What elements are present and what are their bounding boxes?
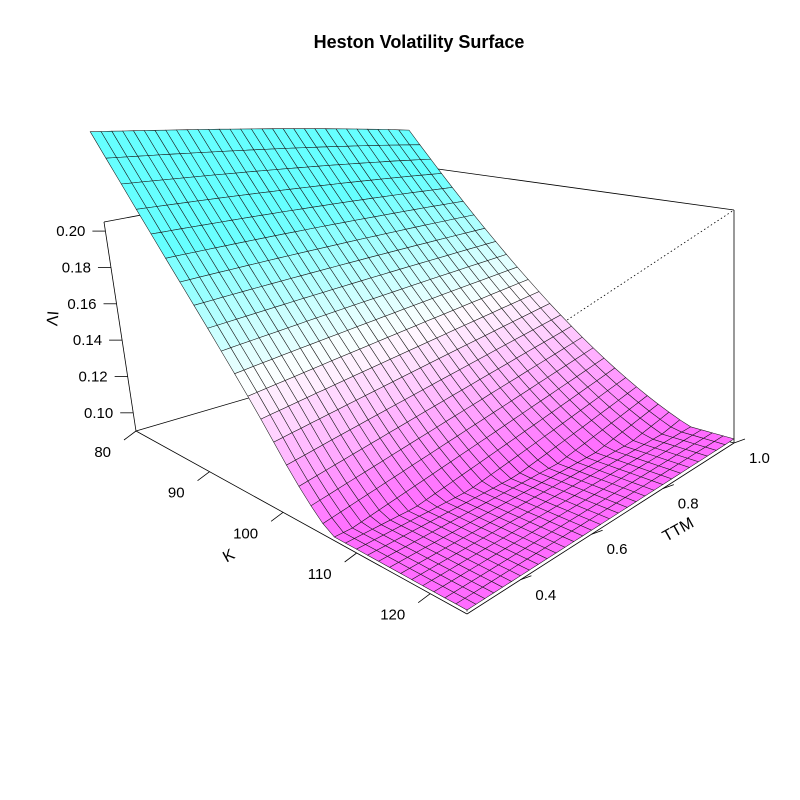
z-tick-label: 0.14 bbox=[73, 332, 102, 349]
y-tick-label: 0.8 bbox=[678, 496, 699, 513]
z-axis-title: IV bbox=[42, 310, 60, 327]
z-tick-label: 0.10 bbox=[84, 405, 113, 422]
x-tick-label: 100 bbox=[233, 525, 258, 542]
y-tick bbox=[520, 575, 532, 581]
y-tick-label: 0.6 bbox=[607, 541, 628, 558]
surface-facet bbox=[455, 597, 477, 611]
y-tick bbox=[591, 529, 603, 535]
axes: 80 90 100 110 120 0.4 0.6 0.8 1.0 0.10 0.12 0.14 0.1… bbox=[56, 223, 770, 624]
x-tick bbox=[344, 552, 357, 563]
z-tick-label: 0.18 bbox=[62, 259, 91, 276]
x-tick-label: 110 bbox=[308, 566, 332, 583]
y-tick bbox=[662, 484, 674, 489]
box-edge bbox=[135, 430, 468, 615]
z-tick-label: 0.16 bbox=[67, 296, 96, 313]
surface-mesh bbox=[89, 128, 735, 611]
y-tick bbox=[733, 438, 746, 444]
y-tick-label: 1.0 bbox=[749, 450, 770, 467]
chart-title: Heston Volatility Surface bbox=[314, 32, 525, 52]
z-tick-label: 0.12 bbox=[78, 368, 107, 385]
x-tick-label: 90 bbox=[168, 485, 185, 502]
box-edge bbox=[103, 221, 137, 432]
x-tick bbox=[197, 471, 210, 481]
x-axis-title: K bbox=[220, 546, 238, 566]
plot-box-front bbox=[135, 430, 735, 615]
z-tick-label: 0.20 bbox=[56, 223, 85, 240]
x-tick-label: 80 bbox=[94, 444, 111, 461]
y-tick-label: 0.4 bbox=[535, 587, 556, 604]
x-tick bbox=[123, 430, 137, 441]
x-tick bbox=[270, 512, 284, 522]
y-axis-title: TTM bbox=[660, 515, 697, 546]
box-edge bbox=[466, 442, 735, 615]
x-tick-label: 120 bbox=[380, 607, 405, 624]
box-edge bbox=[408, 164, 735, 211]
x-tick bbox=[417, 593, 431, 603]
